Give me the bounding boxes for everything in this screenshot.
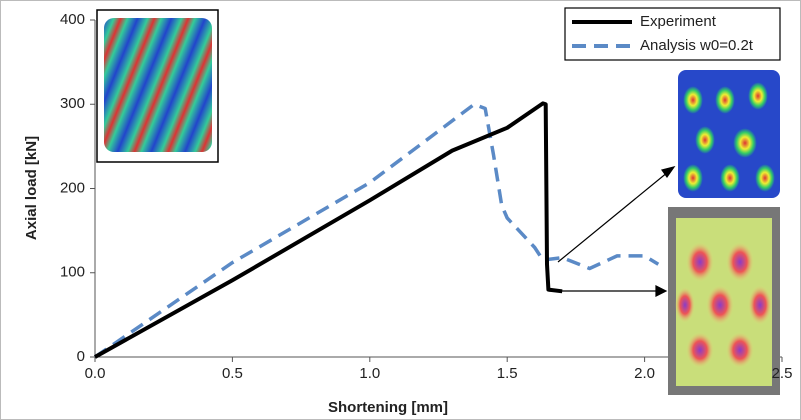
y-tick-label: 400: [60, 11, 85, 28]
x-tick-label: 2.0: [634, 365, 655, 382]
arrows: [549, 166, 676, 297]
legend-label: Experiment: [640, 13, 717, 30]
x-tick-label: 1.5: [497, 365, 518, 382]
y-tick-label: 0: [77, 348, 85, 365]
legend: Experiment Analysis w0=0.2t: [564, 7, 781, 61]
y-tick-label: 300: [60, 95, 85, 112]
x-tick-label: 0.5: [222, 365, 243, 382]
y-axis-label: Axial load [kN]: [23, 136, 40, 240]
legend-label: Analysis w0=0.2t: [640, 37, 754, 54]
x-tick-label: 1.0: [359, 365, 380, 382]
data-line: [94, 102, 660, 359]
inset-right-experiment: [668, 207, 780, 395]
inset-top-left: [96, 9, 219, 163]
data-line: [94, 101, 563, 359]
inset-right-analysis: [678, 70, 780, 198]
x-tick-label: 2.5: [772, 365, 793, 382]
y-tick-label: 200: [60, 179, 85, 196]
x-axis-label: Shortening [mm]: [328, 399, 448, 416]
y-tick-label: 100: [60, 264, 85, 281]
x-tick-label: 0.0: [85, 365, 106, 382]
